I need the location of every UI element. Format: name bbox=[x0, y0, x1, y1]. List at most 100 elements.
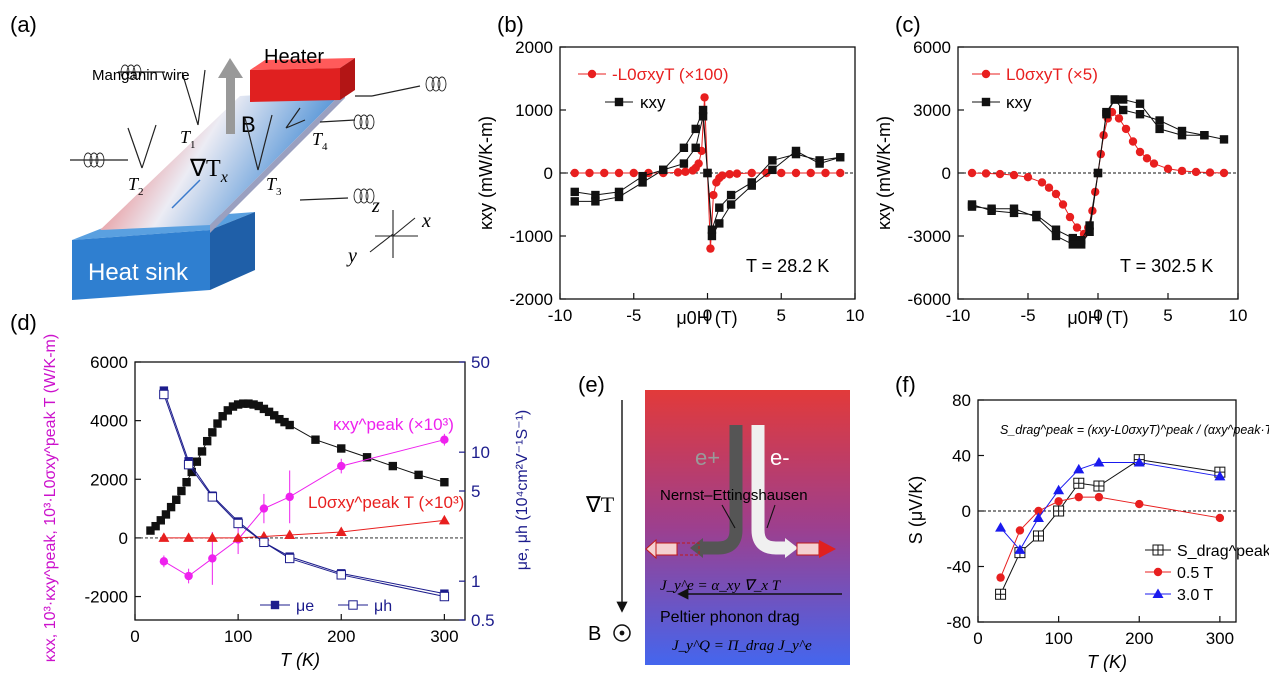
data-point bbox=[725, 170, 734, 179]
y-axis-label: S (μV/K) bbox=[906, 476, 926, 544]
y-tick-label: -80 bbox=[946, 613, 971, 632]
data-point bbox=[673, 168, 683, 177]
data-point bbox=[1058, 200, 1068, 209]
data-point bbox=[232, 532, 244, 542]
panel-label-a: (a) bbox=[10, 12, 37, 37]
data-point bbox=[570, 187, 579, 197]
panel-e-schematic: ∇T e+ e- Nernst–Ettingshausen J_y^e = α_… bbox=[585, 390, 850, 665]
equation-jq: J_y^Q = Π_drag J_y^e bbox=[672, 638, 812, 654]
data-point bbox=[1023, 173, 1033, 182]
data-point bbox=[707, 231, 717, 241]
y-tick-label: 4000 bbox=[90, 412, 128, 431]
chart-d: 0 100 200 300 -2000 0 2000 4000 6000 0.5 1 5 10 50 T (… bbox=[42, 334, 531, 670]
legend-label: μh bbox=[374, 598, 392, 615]
data-point bbox=[996, 573, 1005, 582]
x-tick-label: 0 bbox=[1093, 306, 1102, 325]
y-tick-label: 2000 bbox=[90, 470, 128, 489]
panel-label-e: (e) bbox=[578, 372, 605, 397]
data-point bbox=[223, 406, 233, 415]
data-point bbox=[715, 219, 724, 228]
data-point bbox=[259, 537, 269, 548]
data-point bbox=[1219, 168, 1229, 178]
y-axis-label: κxy (mW/K-m) bbox=[874, 116, 894, 230]
data-point bbox=[836, 153, 845, 162]
data-point bbox=[1163, 164, 1173, 173]
data-point bbox=[233, 518, 243, 529]
data-point bbox=[706, 244, 715, 253]
data-point bbox=[585, 168, 594, 178]
data-point bbox=[1032, 512, 1044, 522]
data-point bbox=[208, 554, 217, 563]
data-point bbox=[1155, 124, 1164, 134]
data-point bbox=[183, 459, 194, 470]
data-point bbox=[614, 168, 624, 178]
annotation-kxy: κxy^peak (×10³) bbox=[333, 415, 454, 434]
data-point bbox=[275, 414, 284, 424]
gradient-label: ∇Tx bbox=[189, 156, 228, 186]
temperature-gradient-label: ∇T bbox=[585, 492, 615, 517]
y2-tick-label: 0.5 bbox=[471, 611, 495, 630]
data-point bbox=[1044, 183, 1054, 192]
legend-label: κxy bbox=[640, 93, 666, 112]
data-point bbox=[591, 190, 600, 200]
data-point bbox=[208, 428, 217, 437]
data-point bbox=[726, 200, 736, 209]
data-point bbox=[239, 399, 248, 408]
data-point bbox=[159, 389, 169, 400]
y-tick-label: -2000 bbox=[85, 588, 128, 607]
data-point bbox=[1200, 131, 1209, 140]
temperature-annotation: T = 302.5 K bbox=[1120, 256, 1213, 276]
data-point bbox=[335, 526, 347, 537]
data-point bbox=[1110, 95, 1119, 104]
data-point bbox=[747, 168, 756, 178]
x-tick-label: 10 bbox=[1229, 306, 1248, 325]
data-point bbox=[159, 557, 169, 566]
x-tick-label: 100 bbox=[1044, 629, 1072, 648]
data-point bbox=[791, 149, 801, 159]
data-point bbox=[218, 412, 227, 421]
y-tick-label: 0 bbox=[942, 164, 951, 183]
eminus-label: e- bbox=[770, 445, 790, 470]
data-point bbox=[1074, 492, 1083, 502]
data-point bbox=[614, 192, 624, 202]
chart-c: -10 -5 0 5 10 -6000 -3000 0 3000 6000 μ0H (T) κxy (… bbox=[874, 38, 1247, 328]
data-point bbox=[698, 112, 708, 121]
data-point bbox=[285, 420, 294, 430]
eplus-label: e+ bbox=[695, 445, 720, 470]
data-point bbox=[1093, 456, 1105, 467]
series-line bbox=[1000, 461, 1220, 551]
data-point bbox=[1015, 526, 1025, 535]
data-point bbox=[1034, 506, 1043, 516]
b-field-out-icon bbox=[613, 624, 631, 642]
data-point bbox=[709, 190, 718, 200]
x-tick-label: 100 bbox=[224, 627, 252, 646]
b-field-arrow bbox=[226, 76, 235, 134]
data-point bbox=[414, 470, 423, 480]
axis-x-label: x bbox=[421, 210, 431, 232]
data-point bbox=[161, 510, 171, 519]
data-point bbox=[726, 190, 736, 200]
data-point bbox=[700, 93, 709, 102]
series-line bbox=[163, 439, 445, 577]
data-point bbox=[388, 461, 398, 471]
data-point bbox=[172, 495, 181, 504]
data-point bbox=[768, 156, 777, 165]
coordinate-axes bbox=[369, 210, 418, 258]
data-point bbox=[718, 171, 727, 180]
data-point bbox=[284, 529, 296, 539]
y-tick-label: -3000 bbox=[908, 227, 951, 246]
data-point bbox=[679, 159, 689, 168]
data-point bbox=[1009, 170, 1019, 180]
heater-top bbox=[250, 58, 355, 70]
y2-tick-label: 10 bbox=[471, 443, 490, 462]
data-point bbox=[1032, 212, 1041, 222]
formula-annotation: S_drag^peak = (κxy-L0σxyT)^peak / (αxy^p… bbox=[1000, 423, 1269, 437]
x-tick-label: 200 bbox=[1125, 629, 1153, 648]
data-point bbox=[1128, 137, 1138, 146]
heat-sink-front bbox=[72, 230, 210, 300]
legend-label: 0.5 T bbox=[1177, 565, 1213, 582]
data-point bbox=[213, 419, 222, 428]
data-point bbox=[570, 168, 579, 178]
data-point bbox=[1085, 221, 1094, 230]
heater-side bbox=[340, 58, 355, 100]
